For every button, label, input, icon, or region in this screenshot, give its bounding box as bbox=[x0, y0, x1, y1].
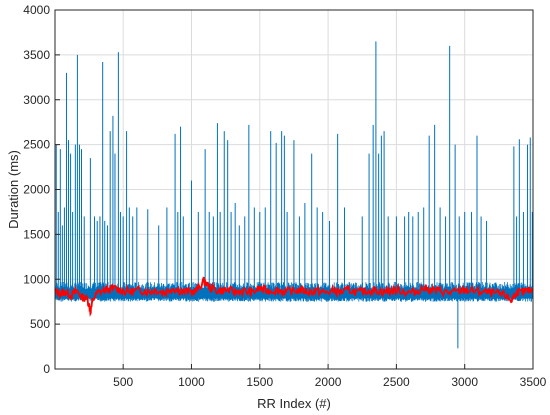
y-tick-label: 2500 bbox=[23, 138, 50, 152]
x-tick-label: 1000 bbox=[178, 375, 205, 389]
y-tick-label: 500 bbox=[30, 317, 50, 331]
x-tick-label: 2500 bbox=[383, 375, 410, 389]
y-tick-label: 0 bbox=[43, 362, 50, 376]
x-tick-label: 3000 bbox=[451, 375, 478, 389]
x-tick-label: 500 bbox=[113, 375, 133, 389]
x-axis-label: RR Index (#) bbox=[257, 396, 331, 411]
series-blue bbox=[54, 41, 533, 349]
y-tick-label: 4000 bbox=[23, 3, 50, 17]
y-axis-label: Duration (ms) bbox=[6, 150, 21, 229]
y-tick-label: 2000 bbox=[23, 183, 50, 197]
y-tick-label: 1500 bbox=[23, 227, 50, 241]
x-axis: 500 1000 1500 2000 2500 3000 3500 bbox=[113, 364, 547, 389]
x-tick-label: 2000 bbox=[315, 375, 342, 389]
y-axis: 0 500 1000 1500 2000 2500 3000 3500 4000 bbox=[23, 3, 60, 376]
y-tick-label: 1000 bbox=[23, 272, 50, 286]
red-line bbox=[54, 276, 534, 317]
series-red bbox=[54, 276, 534, 317]
x-tick-label: 1500 bbox=[246, 375, 273, 389]
x-tick-label: 3500 bbox=[520, 375, 547, 389]
y-tick-label: 3500 bbox=[23, 48, 50, 62]
y-tick-label: 3000 bbox=[23, 93, 50, 107]
